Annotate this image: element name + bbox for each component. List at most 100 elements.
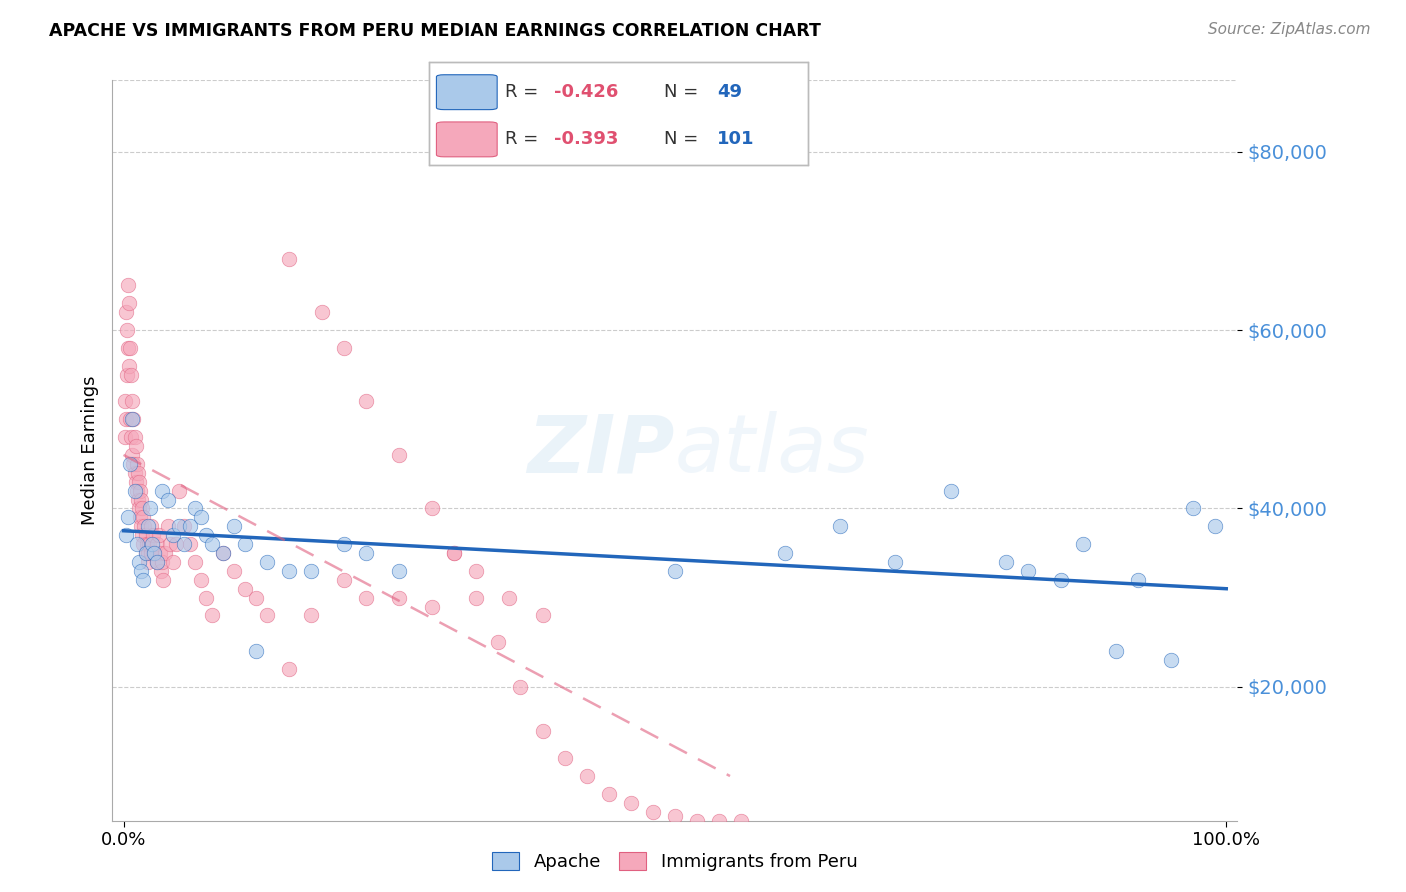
Point bbox=[120, 430, 142, 444]
Point bbox=[162, 528, 184, 542]
Point bbox=[830, 519, 852, 533]
Point bbox=[173, 519, 195, 533]
Text: ZIP: ZIP bbox=[527, 411, 675, 490]
Point bbox=[136, 555, 159, 569]
Point bbox=[884, 555, 907, 569]
Point bbox=[190, 573, 212, 587]
Point bbox=[641, 805, 664, 819]
Point bbox=[1105, 644, 1128, 658]
Point bbox=[150, 555, 173, 569]
Point bbox=[420, 501, 443, 516]
Point bbox=[333, 537, 356, 551]
Point bbox=[388, 564, 411, 578]
Point bbox=[277, 564, 299, 578]
Point bbox=[195, 528, 218, 542]
Point bbox=[135, 528, 157, 542]
Point bbox=[222, 564, 245, 578]
Point bbox=[388, 591, 411, 605]
Point bbox=[190, 510, 212, 524]
Point bbox=[165, 537, 187, 551]
Point bbox=[184, 555, 207, 569]
Point bbox=[773, 546, 796, 560]
Point bbox=[135, 546, 157, 560]
Text: 101: 101 bbox=[717, 130, 755, 148]
Point bbox=[277, 252, 299, 266]
Point bbox=[222, 519, 245, 533]
FancyBboxPatch shape bbox=[436, 75, 498, 110]
Point bbox=[120, 457, 142, 471]
Point bbox=[939, 483, 962, 498]
Point bbox=[256, 555, 278, 569]
Point bbox=[156, 519, 179, 533]
Point bbox=[143, 546, 166, 560]
Point bbox=[122, 457, 145, 471]
Point bbox=[117, 341, 139, 355]
Point bbox=[145, 555, 167, 569]
Point bbox=[129, 492, 152, 507]
Point bbox=[167, 483, 190, 498]
Point bbox=[139, 501, 162, 516]
Text: -0.393: -0.393 bbox=[554, 130, 619, 148]
Text: atlas: atlas bbox=[675, 411, 870, 490]
Point bbox=[1017, 564, 1039, 578]
Text: R =: R = bbox=[505, 83, 544, 101]
Point bbox=[686, 814, 709, 828]
Point bbox=[201, 537, 224, 551]
Point bbox=[598, 787, 620, 801]
Point bbox=[139, 519, 162, 533]
Point bbox=[1160, 653, 1182, 667]
Point bbox=[145, 555, 167, 569]
Point bbox=[152, 573, 174, 587]
Point bbox=[125, 457, 148, 471]
Point bbox=[509, 680, 531, 694]
Point bbox=[354, 394, 377, 409]
Point bbox=[211, 546, 233, 560]
Point bbox=[134, 519, 156, 533]
Point bbox=[125, 537, 148, 551]
Point bbox=[465, 591, 488, 605]
Point bbox=[531, 724, 554, 739]
Point bbox=[354, 546, 377, 560]
Point bbox=[128, 555, 150, 569]
Point bbox=[128, 475, 150, 489]
Point bbox=[195, 591, 218, 605]
Point bbox=[233, 582, 256, 596]
Point bbox=[145, 537, 167, 551]
Point bbox=[730, 814, 752, 828]
Point bbox=[150, 564, 173, 578]
Point bbox=[124, 483, 146, 498]
Point bbox=[114, 412, 136, 426]
Point bbox=[129, 519, 152, 533]
Point bbox=[129, 564, 152, 578]
Legend: Apache, Immigrants from Peru: Apache, Immigrants from Peru bbox=[485, 845, 865, 879]
Point bbox=[132, 510, 155, 524]
Text: Source: ZipAtlas.com: Source: ZipAtlas.com bbox=[1208, 22, 1371, 37]
Point bbox=[354, 591, 377, 605]
Point bbox=[132, 573, 155, 587]
Point bbox=[124, 430, 146, 444]
Point bbox=[664, 564, 686, 578]
Point bbox=[211, 546, 233, 560]
Point bbox=[129, 510, 152, 524]
Point bbox=[498, 591, 520, 605]
Point bbox=[143, 546, 166, 560]
Point bbox=[531, 608, 554, 623]
Point bbox=[707, 814, 730, 828]
Point bbox=[256, 608, 278, 623]
Point bbox=[184, 501, 207, 516]
Point bbox=[141, 537, 163, 551]
Point bbox=[127, 492, 149, 507]
Point bbox=[124, 439, 146, 453]
Point bbox=[118, 296, 141, 310]
Point bbox=[132, 537, 155, 551]
Point bbox=[162, 555, 184, 569]
Point bbox=[121, 448, 143, 462]
Point bbox=[1050, 573, 1073, 587]
Point bbox=[201, 608, 224, 623]
Point bbox=[114, 528, 136, 542]
Point bbox=[124, 475, 146, 489]
Point bbox=[121, 412, 143, 426]
Point bbox=[388, 448, 411, 462]
Text: R =: R = bbox=[505, 130, 544, 148]
Point bbox=[233, 537, 256, 551]
